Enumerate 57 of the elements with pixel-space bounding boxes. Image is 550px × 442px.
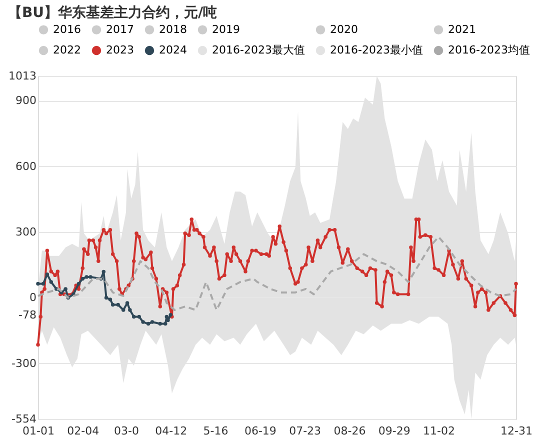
point	[84, 275, 88, 279]
x-tick-label: 03-0	[114, 424, 139, 438]
point	[146, 322, 150, 326]
point	[141, 320, 145, 324]
legend-label: 2020	[330, 22, 358, 36]
point	[80, 276, 85, 281]
legend-label: 2023	[106, 44, 134, 56]
legend-label: 2016	[53, 22, 81, 36]
x-tick-label: 04-12	[155, 424, 188, 438]
x-tick-label: 08-26	[334, 424, 366, 438]
point	[110, 302, 115, 307]
x-tick-label: 01-01	[22, 424, 54, 438]
legend-label: 2022	[53, 44, 81, 56]
point	[164, 322, 168, 326]
x-tick-label: 12-31	[500, 424, 532, 438]
legend-label: 2024	[159, 44, 187, 56]
y-tick-label: 1013	[8, 70, 36, 82]
chart-title: 【BU】华东基差主力合约，元/吨	[8, 4, 218, 21]
point	[108, 298, 112, 302]
point	[104, 296, 108, 300]
x-tick-label: 07-23	[289, 424, 322, 438]
point	[116, 302, 120, 307]
y-tick-label: -554	[12, 412, 36, 426]
point	[150, 320, 154, 324]
point	[128, 308, 132, 312]
y-tick-label: -78	[18, 308, 36, 322]
point	[125, 301, 130, 305]
x-tick-label: 09-29	[378, 424, 410, 438]
legend-label: 2018	[159, 22, 187, 36]
legend-label: 2016-2023均值	[448, 44, 530, 56]
point	[64, 287, 68, 291]
point	[41, 282, 46, 286]
x-tick-label: 5-16	[203, 424, 228, 438]
x-tick-label: 11-02	[423, 424, 456, 438]
y-tick-label: 600	[16, 160, 36, 173]
point	[158, 322, 162, 326]
legend-label: 2016-2023最小值	[330, 44, 423, 56]
y-tick-label: -300	[12, 356, 36, 370]
line-series	[37, 236, 517, 311]
point	[76, 282, 81, 286]
point	[88, 275, 92, 279]
y-tick-label: 0	[30, 291, 36, 304]
x-tick-label: 02-04	[67, 424, 100, 438]
point	[164, 314, 169, 319]
point	[132, 314, 136, 319]
legend-label: 2021	[448, 22, 476, 36]
point	[102, 270, 106, 274]
x-tick-label: 06-19	[244, 424, 276, 438]
point	[121, 308, 126, 312]
y-tick-label: 300	[16, 226, 36, 239]
point	[49, 280, 54, 284]
point	[137, 314, 141, 319]
legend-label: 2017	[106, 22, 134, 36]
point	[36, 282, 40, 286]
y-tick-label: 900	[16, 94, 36, 108]
legend-label: 2019	[212, 22, 240, 36]
legend-label: 2016-2023最大值	[212, 44, 305, 56]
